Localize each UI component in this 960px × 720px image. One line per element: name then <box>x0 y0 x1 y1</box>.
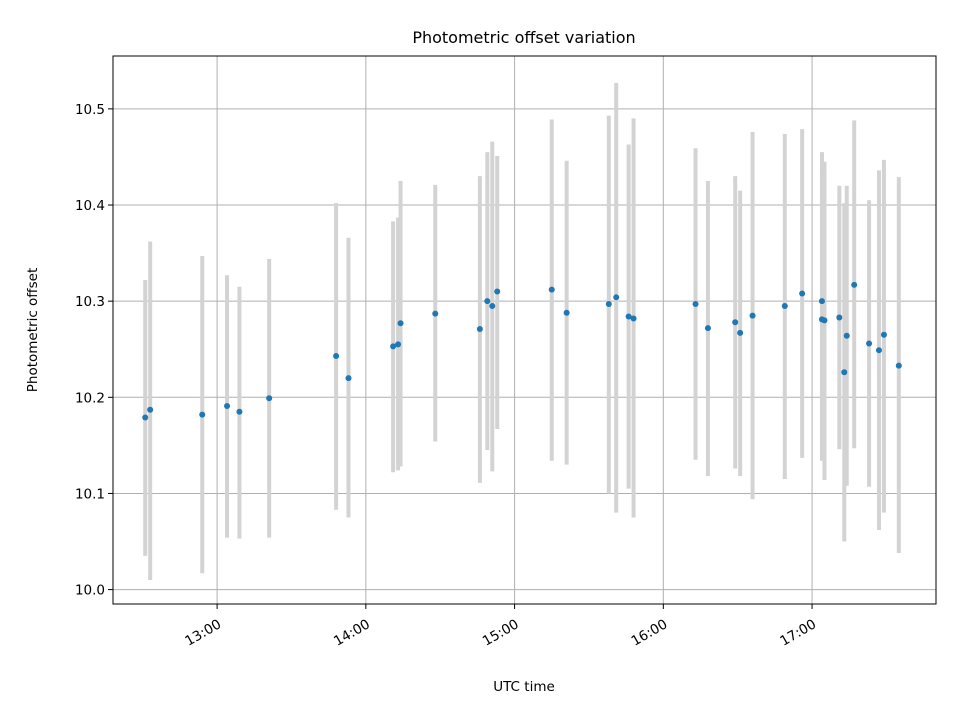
y-axis-label: Photometric offset <box>25 268 41 392</box>
grid <box>113 56 936 604</box>
data-point <box>395 341 402 348</box>
data-point <box>199 411 206 418</box>
data-point <box>841 369 848 376</box>
data-point <box>563 309 570 316</box>
data-point <box>345 375 352 382</box>
y-tick-label: 10.1 <box>75 486 105 502</box>
y-tick-label: 10.2 <box>75 390 105 406</box>
y-tick-label: 10.0 <box>75 583 105 599</box>
x-tick-label: 17:00 <box>777 616 819 649</box>
data-point <box>799 290 806 297</box>
data-point <box>821 317 828 324</box>
x-tick-label: 16:00 <box>629 616 671 649</box>
data-points <box>142 281 902 421</box>
data-point <box>390 343 397 350</box>
error-bars <box>143 82 901 580</box>
data-point <box>851 281 858 288</box>
data-point <box>224 402 231 409</box>
data-point <box>147 406 154 413</box>
data-point <box>732 319 739 326</box>
y-tick-label: 10.4 <box>75 198 105 214</box>
data-point <box>781 302 788 309</box>
data-point <box>397 320 404 327</box>
data-point <box>236 408 243 415</box>
data-point <box>866 340 873 347</box>
data-point <box>818 298 825 305</box>
data-point <box>432 310 439 317</box>
data-point <box>489 302 496 309</box>
data-point <box>895 362 902 369</box>
x-tick-label: 15:00 <box>480 616 522 649</box>
data-point <box>494 288 501 295</box>
data-point <box>737 329 744 336</box>
data-point <box>142 414 149 421</box>
plot-frame <box>112 55 937 605</box>
chart-title: Photometric offset variation <box>412 28 635 47</box>
data-point <box>843 332 850 339</box>
x-tick-label: 14:00 <box>331 616 373 649</box>
data-point <box>476 326 483 333</box>
x-axis-label: UTC time <box>493 679 555 695</box>
x-axis: 13:00 14:00 15:00 16:00 17:00 <box>182 604 819 650</box>
data-point <box>333 352 340 359</box>
y-tick-label: 10.5 <box>75 102 105 118</box>
data-point <box>875 347 882 354</box>
data-point <box>613 294 620 301</box>
data-point <box>605 301 612 308</box>
data-point <box>625 313 632 320</box>
data-point <box>484 298 491 305</box>
data-point <box>749 312 756 319</box>
y-tick-label: 10.3 <box>75 294 105 310</box>
data-point <box>836 314 843 321</box>
data-point <box>548 286 555 293</box>
x-tick-label: 13:00 <box>182 616 224 649</box>
data-point <box>266 395 273 402</box>
y-axis: 10.0 10.1 10.2 10.3 10.4 10.5 <box>75 102 113 599</box>
data-point <box>880 331 887 338</box>
data-point <box>704 325 711 332</box>
data-point <box>630 315 637 322</box>
data-point <box>692 301 699 308</box>
